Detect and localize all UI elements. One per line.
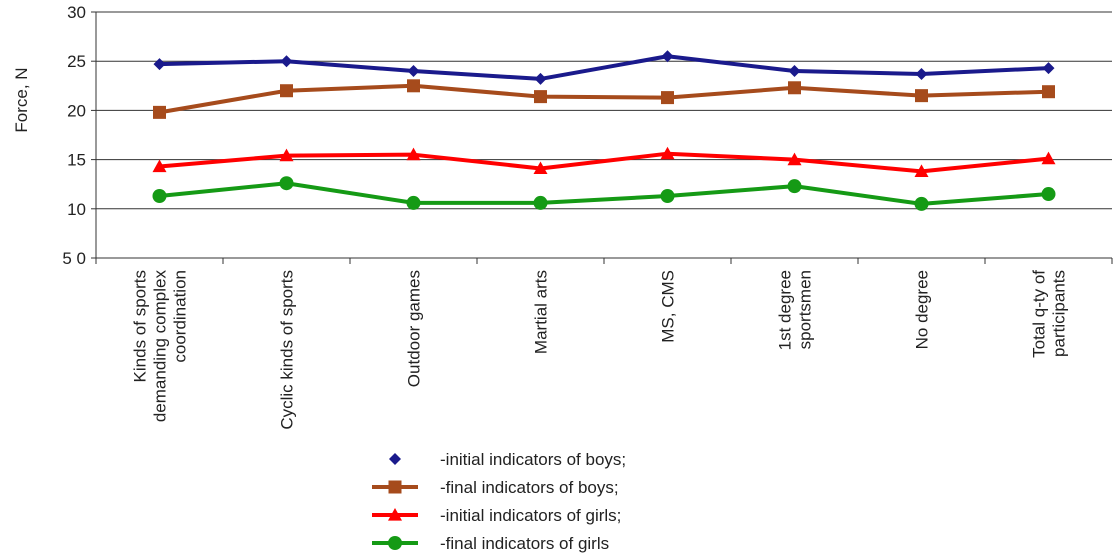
category-label-line: 1st degree xyxy=(776,270,795,350)
y-tick-label: 25 xyxy=(67,52,86,71)
data-point xyxy=(280,55,293,68)
category-label-line: No degree xyxy=(913,270,932,349)
data-point xyxy=(660,189,675,204)
category-label-line: MS, CMS xyxy=(659,270,678,343)
legend-entry: -initial indicators of boys; xyxy=(389,450,626,469)
data-point xyxy=(153,105,166,119)
category-label-line: coordination xyxy=(171,270,190,363)
category-label-line: demanding complex xyxy=(151,270,170,423)
data-point xyxy=(1041,151,1056,165)
legend-label: -initial indicators of girls; xyxy=(440,506,621,525)
category-label: Martial arts xyxy=(532,270,551,354)
data-point xyxy=(660,146,675,160)
category-label: Cyclic kinds of sports xyxy=(278,270,297,430)
y-tick-label: 10 xyxy=(67,200,86,219)
data-point xyxy=(787,179,802,194)
category-label: No degree xyxy=(913,270,932,349)
category-labels: Kinds of sports demanding complex coordina… xyxy=(131,270,1069,430)
category-label: Outdoor games xyxy=(405,270,424,387)
data-point xyxy=(406,195,421,210)
legend-label: -final indicators of girls xyxy=(440,534,609,553)
data-point xyxy=(1042,62,1055,75)
data-point xyxy=(280,84,293,98)
data-point xyxy=(153,58,166,71)
data-point xyxy=(279,148,294,162)
legend-entry: -final indicators of boys; xyxy=(372,478,619,497)
data-point xyxy=(406,147,421,161)
series-2 xyxy=(153,79,1055,119)
category-label: Kinds of sports demanding complex coordina… xyxy=(131,270,190,423)
data-point xyxy=(533,195,548,210)
legend-label: -initial indicators of boys; xyxy=(440,450,626,469)
data-point xyxy=(661,50,674,63)
data-point xyxy=(407,79,420,93)
y-tick-labels: 30 25 20 15 10 5 0 xyxy=(62,3,86,268)
legend-marker xyxy=(389,453,401,465)
data-point xyxy=(661,91,674,105)
legend-entry: -final indicators of girls xyxy=(372,534,609,553)
data-point xyxy=(787,152,802,166)
data-point xyxy=(915,89,928,103)
series-line xyxy=(159,181,1049,206)
legend-label: -final indicators of boys; xyxy=(440,478,619,497)
y-axis-label: Force, N xyxy=(12,67,31,132)
y-tick-label: 20 xyxy=(67,101,86,120)
series-line xyxy=(159,54,1049,81)
series-line xyxy=(159,151,1049,174)
data-point xyxy=(152,159,167,173)
data-point xyxy=(533,161,548,175)
data-point xyxy=(534,90,547,104)
category-label-line: Kinds of sports xyxy=(131,270,150,382)
data-point xyxy=(1041,187,1056,202)
series-4 xyxy=(152,176,1056,211)
category-label-line: sportsmen xyxy=(796,270,815,349)
category-label: Total q-ty of participants xyxy=(1030,270,1069,358)
data-point xyxy=(534,72,547,85)
category-label-line: Outdoor games xyxy=(405,270,424,387)
category-label: MS, CMS xyxy=(659,270,678,343)
series-line xyxy=(159,83,1049,115)
category-label-line: Cyclic kinds of sports xyxy=(278,270,297,430)
y-tick-label: 30 xyxy=(67,3,86,22)
legend-marker xyxy=(388,508,402,521)
category-label-line: participants xyxy=(1050,270,1069,357)
data-point xyxy=(914,164,929,178)
series-1 xyxy=(153,50,1055,85)
legend-marker xyxy=(388,480,402,494)
data-point xyxy=(279,176,294,191)
y-tick-label: 15 xyxy=(67,151,86,170)
gridlines xyxy=(91,11,1113,264)
legend-marker xyxy=(388,536,402,550)
category-label-line: Martial arts xyxy=(532,270,551,354)
series-lines xyxy=(152,50,1056,211)
y-tick-label: 5 0 xyxy=(62,249,86,268)
data-point xyxy=(407,65,420,78)
data-point xyxy=(152,189,167,204)
data-point xyxy=(788,81,801,95)
category-label: 1st degree sportsmen xyxy=(776,270,815,350)
data-point xyxy=(915,67,928,80)
series-3 xyxy=(152,146,1056,178)
legend-entry: -initial indicators of girls; xyxy=(372,506,621,525)
data-point xyxy=(788,65,801,78)
data-point xyxy=(1042,85,1055,99)
category-label-line: Total q-ty of xyxy=(1030,270,1049,358)
legend: -initial indicators of boys; -final indic… xyxy=(372,450,626,553)
data-point xyxy=(914,196,929,211)
